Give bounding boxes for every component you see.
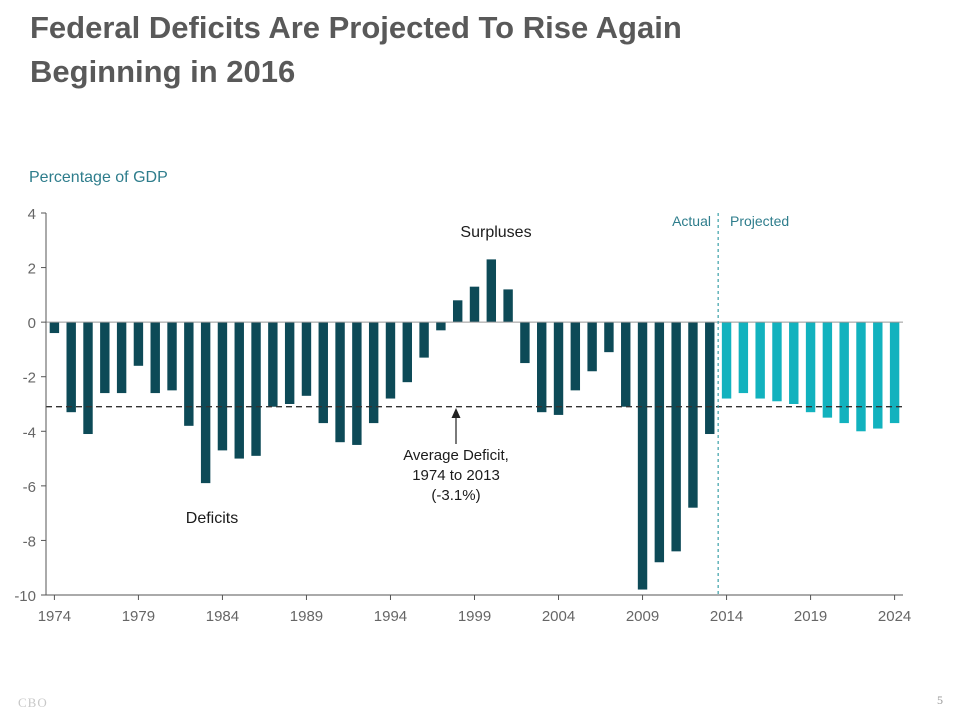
title-line-2: Beginning in 2016 — [30, 54, 296, 89]
actual-bar-1983 — [200, 322, 211, 484]
y-tick-label: -10 — [14, 588, 36, 605]
average-note-line-1: Average Deficit, — [403, 447, 509, 464]
actual-bar-2005 — [570, 322, 581, 391]
actual-bar-1978 — [116, 322, 127, 394]
actual-bar-1996 — [419, 322, 429, 358]
actual-bar-1998 — [452, 300, 463, 323]
actual-bar-1992 — [352, 322, 362, 445]
projected-bar-2018 — [789, 322, 799, 404]
x-tick-label: 2004 — [542, 608, 575, 625]
actual-bar-2001 — [503, 289, 513, 323]
projected-bar-2017 — [772, 322, 782, 402]
x-tick-label: 1984 — [206, 608, 239, 625]
actual-bar-1974 — [49, 322, 60, 334]
y-tick-label: -4 — [23, 424, 36, 441]
average-note-line-3: (-3.1%) — [431, 487, 480, 504]
actual-bar-1988 — [284, 322, 295, 404]
deficits-label: Deficits — [186, 510, 238, 527]
actual-bar-1987 — [268, 322, 278, 407]
actual-bar-1981 — [167, 322, 177, 391]
actual-label: Actual — [672, 213, 711, 229]
y-tick-label: -8 — [23, 533, 36, 550]
average-arrow-head — [451, 408, 461, 418]
projected-bar-2024 — [889, 322, 900, 424]
actual-bar-1980 — [150, 322, 160, 394]
y-tick-label: 2 — [28, 261, 36, 278]
x-tick-label: 2024 — [878, 608, 911, 625]
y-tick-label: -6 — [23, 479, 36, 496]
actual-bar-1976 — [83, 322, 93, 435]
actual-bar-2008 — [621, 322, 631, 407]
actual-bar-1999 — [469, 286, 480, 323]
actual-bar-1979 — [133, 322, 144, 366]
x-tick-label: 1979 — [122, 608, 155, 625]
actual-bar-1985 — [234, 322, 244, 459]
y-tick-label: 4 — [28, 206, 36, 223]
x-tick-label: 1989 — [290, 608, 323, 625]
actual-bar-1995 — [402, 322, 412, 383]
actual-bar-1989 — [301, 322, 312, 396]
average-note-line-2: 1974 to 2013 — [412, 467, 500, 484]
actual-bar-1991 — [335, 322, 345, 443]
actual-bar-2006 — [587, 322, 597, 372]
x-tick-label: 1994 — [374, 608, 407, 625]
slide-title: Federal Deficits Are Projected To Rise A… — [30, 6, 930, 94]
projected-label: Projected — [730, 213, 789, 229]
actual-bar-2000 — [486, 259, 497, 323]
x-tick-label: 2009 — [626, 608, 659, 625]
projected-bar-2020 — [822, 322, 833, 418]
projected-bar-2016 — [755, 322, 765, 399]
actual-bar-1997 — [436, 322, 446, 331]
projected-bar-2014 — [721, 322, 732, 399]
actual-bar-1977 — [100, 322, 110, 394]
x-axis-ticks: 1974 1979 1984 1989 1994 1999 2004 2009 2014 2019… — [38, 595, 911, 625]
page-number: 5 — [937, 693, 943, 707]
y-axis-label: Percentage of GDP — [29, 169, 168, 186]
projected-bar-2022 — [856, 322, 866, 432]
actual-bar-1984 — [217, 322, 228, 451]
actual-bar-1982 — [184, 322, 194, 426]
x-tick-label: 2014 — [710, 608, 743, 625]
actual-bar-2003 — [537, 322, 547, 413]
actual-bar-1986 — [251, 322, 261, 456]
projected-bar-2023 — [873, 322, 883, 429]
projected-bar-2021 — [839, 322, 849, 424]
y-axis-ticks: 4 2 0 -2 -4 -6 -8 -10 — [14, 206, 46, 605]
projected-bar-2015 — [738, 322, 749, 394]
actual-bar-1994 — [385, 322, 396, 399]
actual-bar-2013 — [705, 322, 715, 435]
actual-bar-2012 — [688, 322, 698, 508]
y-tick-label: 0 — [28, 315, 36, 332]
bar-series — [49, 259, 900, 590]
actual-bar-1993 — [368, 322, 379, 424]
actual-bar-2011 — [671, 322, 681, 552]
x-tick-label: 2019 — [794, 608, 827, 625]
actual-bar-2009 — [637, 322, 648, 590]
actual-bar-2010 — [654, 322, 665, 563]
actual-bar-2004 — [553, 322, 564, 415]
y-tick-label: -2 — [23, 370, 36, 387]
x-tick-label: 1974 — [38, 608, 71, 625]
surpluses-label: Surpluses — [460, 224, 531, 241]
actual-bar-1990 — [318, 322, 328, 424]
actual-bar-1975 — [66, 322, 76, 413]
projected-bar-2019 — [805, 322, 816, 413]
actual-bar-2002 — [520, 322, 530, 364]
cbo-logo: CBO — [18, 695, 48, 710]
x-tick-label: 1999 — [458, 608, 491, 625]
actual-bar-2007 — [604, 322, 614, 353]
title-line-1: Federal Deficits Are Projected To Rise A… — [30, 10, 682, 45]
